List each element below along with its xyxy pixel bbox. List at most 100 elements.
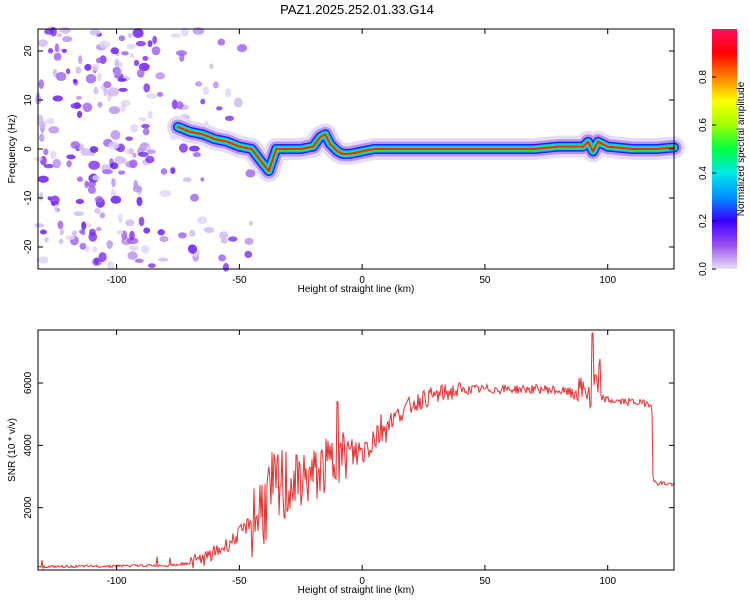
noise-blob [116, 230, 124, 235]
noise-blob [159, 189, 172, 197]
noise-blob [47, 48, 54, 54]
noise-blob [142, 56, 149, 61]
noise-blob [126, 237, 139, 245]
colorbar-tick-label: 0.6 [698, 118, 709, 132]
noise-blob [155, 72, 166, 80]
noise-blob [82, 102, 93, 113]
noise-blob [182, 177, 192, 183]
noise-blob [128, 245, 140, 251]
noise-blob [50, 26, 57, 37]
noise-blob [114, 58, 120, 68]
noise-blob [103, 86, 108, 97]
noise-blob [38, 79, 44, 90]
spectrogram-x-tick-label: -100 [107, 275, 127, 286]
figure-title: PAZ1.2025.252.01.33.G14 [280, 2, 434, 17]
noise-blob [39, 192, 44, 201]
noise-blob [118, 35, 126, 42]
noise-blob [188, 145, 200, 152]
noise-blob [157, 229, 165, 236]
noise-blob [76, 110, 83, 119]
snr-y-tick-label: 2000 [23, 496, 34, 519]
noise-blob [200, 98, 206, 105]
noise-blob [132, 185, 143, 193]
snr-series-line [37, 332, 675, 570]
noise-blob [145, 93, 158, 99]
noise-blob [217, 38, 226, 46]
noise-blob [233, 97, 243, 108]
ridge-core [177, 126, 675, 172]
noise-blob [127, 33, 133, 39]
noise-blob [56, 33, 62, 38]
spectrogram-x-tick-label: 0 [359, 275, 365, 286]
noise-blob [55, 71, 67, 81]
snr-x-tick-label: -100 [107, 576, 127, 587]
noise-blob [78, 55, 83, 65]
noise-blob [92, 246, 98, 253]
noise-blob [136, 68, 145, 78]
noise-blob [224, 115, 235, 122]
noise-blob [159, 236, 169, 243]
snr-y-label: SNR (10 * v/v) [7, 418, 18, 482]
noise-blob [143, 83, 151, 93]
noise-blob [89, 228, 96, 236]
noise-blob [81, 221, 87, 231]
noise-blob [160, 168, 168, 175]
noise-blob [93, 257, 100, 265]
noise-blob [89, 146, 99, 153]
noise-blob [126, 43, 136, 50]
noise-blob [200, 177, 205, 182]
noise-blob [244, 237, 254, 245]
noise-blob [95, 57, 102, 64]
noise-blob [196, 216, 208, 225]
noise-blob [66, 160, 72, 168]
noise-blob [40, 229, 47, 235]
noise-blob [151, 46, 161, 56]
noise-blob [37, 39, 48, 47]
noise-blob [45, 118, 55, 125]
noise-blob [177, 232, 187, 239]
spectrogram-y-tick-label: -20 [23, 239, 34, 254]
noise-blob [209, 63, 214, 70]
noise-blob [129, 53, 135, 59]
noise-blob [54, 43, 59, 53]
spectrogram-x-tick-label: -50 [232, 275, 247, 286]
noise-blob [117, 77, 127, 82]
noise-blob [106, 261, 115, 271]
noise-blob [194, 81, 203, 87]
spectrogram-y-ticks: -20 -10 0 10 20 [23, 45, 674, 254]
noise-blob [170, 33, 182, 38]
noise-blob [75, 66, 82, 74]
snr-panel: -100 -50 0 50 100 2000 4000 6000 Height of str… [7, 329, 675, 596]
noise-blob [37, 175, 49, 183]
noise-blob [121, 51, 129, 56]
noise-blob [111, 177, 116, 188]
spectrogram-y-tick-label: -10 [23, 190, 34, 205]
snr-y-ticks: 2000 4000 6000 [23, 371, 674, 519]
noise-blob [110, 195, 122, 204]
noise-blob [43, 163, 54, 169]
snr-x-tick-label: 100 [599, 576, 616, 587]
noise-blob [72, 78, 78, 84]
noise-blob [110, 47, 119, 55]
noise-blob [175, 101, 184, 110]
noise-blob [58, 238, 64, 245]
spectrogram-y-tick-label: 10 [23, 94, 34, 106]
noise-blob [134, 258, 144, 263]
noise-blob [75, 95, 82, 100]
noise-blob [220, 237, 228, 244]
noise-blob [85, 74, 97, 84]
noise-blob [65, 235, 76, 241]
noise-blob [71, 230, 78, 236]
noise-blob [135, 40, 147, 47]
noise-blob [132, 28, 144, 38]
noise-blob [98, 40, 111, 49]
noise-blob [136, 196, 143, 207]
noise-blob [216, 106, 223, 111]
noise-blob [52, 158, 61, 169]
noise-blob [218, 254, 227, 262]
noise-blob [80, 148, 92, 157]
noise-blob [170, 167, 176, 175]
noise-blob [130, 123, 139, 133]
noise-blob [141, 123, 150, 129]
snr-x-tick-label: 0 [359, 576, 365, 587]
